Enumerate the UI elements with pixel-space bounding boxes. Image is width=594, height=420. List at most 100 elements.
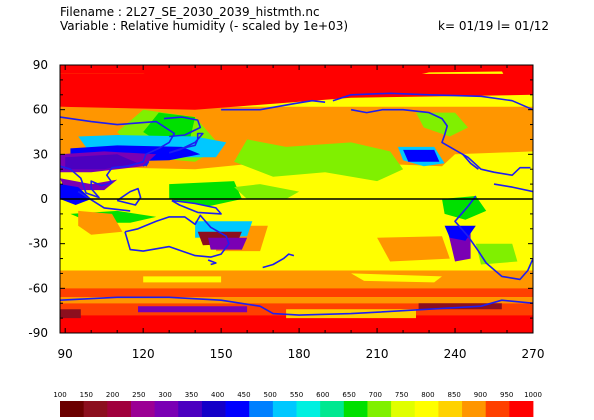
colorbar [60,401,534,417]
coastline-8 [462,153,479,170]
humidity-region-36 [60,315,533,333]
colorbar-swatch [320,401,345,417]
humidity-region-14 [403,149,440,162]
humidity-region-30 [60,270,533,289]
y-tick-label: 0 [40,192,48,206]
colorbar-label: 350 [185,391,198,399]
colorbar-swatch [296,401,321,417]
colorbar-swatch [485,401,510,417]
colorbar-swatch [225,401,250,417]
coastline-15 [116,187,142,206]
humidity-region-38 [60,309,81,319]
humidity-region-34 [60,297,533,304]
humidity-region-24 [208,237,248,250]
humidity-region-26 [475,243,518,265]
humidity-region-31 [143,276,222,283]
coastline-10 [454,195,533,281]
x-tick-label: 210 [366,347,389,361]
colorbar-swatch [367,401,392,417]
coastline-6 [332,92,533,111]
colorbar-label: 250 [132,391,145,399]
humidity-region-3 [60,73,533,110]
coastlines [60,92,533,316]
colorbar-swatch [343,401,368,417]
colorbar-swatch [391,401,416,417]
index-label: k= 01/19 l= 01/12 [438,19,549,33]
humidity-region-7 [234,139,404,182]
coastline-14 [77,190,131,212]
colorbar-label: 950 [500,391,513,399]
y-axis-labels: 90 60 30 0 -30 -60 -90 [28,58,48,340]
colorbar-label: 150 [80,391,93,399]
coastline-4 [142,161,150,167]
humidity-region-16 [60,184,92,205]
coastline-16 [171,199,222,215]
humidity-region-27 [377,236,450,262]
colorbar-swatch [83,401,108,417]
variable-label: Variable : Relative humidity (- scaled b… [60,19,349,33]
colorbar-label: 800 [421,391,434,399]
axis-ticks [60,64,534,334]
coastline-13 [262,253,295,269]
x-tick-label: 270 [522,347,545,361]
humidity-region-32 [351,273,442,283]
y-tick-label: -90 [28,326,48,340]
colorbar-swatch [509,401,534,417]
humidity-region-8 [416,112,468,137]
colorbar-label: 600 [316,391,329,399]
colorbar-swatch [249,401,274,417]
x-axis-labels: 90 120 150 180 210 240 270 [58,347,545,361]
x-tick-label: 150 [210,347,233,361]
colorbar-swatch [438,401,463,417]
humidity-region-21 [78,210,123,235]
colorbar-label: 200 [106,391,119,399]
colorbar-label: 700 [369,391,382,399]
colorbar-swatch [130,401,155,417]
coastline-11 [124,214,230,258]
humidity-region-25 [442,196,487,220]
x-tick-label: 120 [132,347,155,361]
y-tick-label: 30 [33,147,48,161]
colorbar-label: 450 [237,391,250,399]
coastline-3 [168,132,204,154]
coastline-9 [493,183,533,193]
colorbar-swatch [462,401,487,417]
colorbar-label: 100 [53,391,66,399]
colorbar-label: 1000 [524,391,542,399]
humidity-region-18 [234,184,300,199]
humidity-region-39 [418,303,502,310]
colorbar-swatch [154,401,179,417]
colorbar-swatch [272,401,297,417]
coastline-17 [60,296,533,316]
y-tick-label: 60 [33,103,48,117]
colorbar-swatch [414,401,439,417]
coastline-2 [163,116,202,138]
x-tick-label: 240 [444,347,467,361]
y-tick-label: -60 [28,281,48,295]
coastline-12 [207,259,217,266]
coastline-7 [350,108,531,176]
x-tick-label: 90 [58,347,73,361]
x-tick-label: 180 [288,347,311,361]
y-tick-label: -30 [28,237,48,251]
humidity-region-37 [138,306,248,313]
colorbar-label: 650 [342,391,355,399]
coastline-5 [221,99,326,111]
y-tick-label: 90 [33,58,48,72]
coastline-1 [60,116,176,199]
colorbar-labels: 100 150 200 250 300 350 400 450 500 550 600 650 700 7… [53,391,542,399]
humidity-region-12 [65,154,138,170]
colorbar-label: 850 [448,391,461,399]
filename-label: Filename : 2L27_SE_2030_2039_histmth.nc [60,5,320,19]
colorbar-label: 550 [290,391,303,399]
humidity-region-33 [60,288,533,298]
colorbar-label: 300 [158,391,171,399]
humidity-region-17 [169,181,242,207]
humidity-region-29 [444,225,476,241]
colorbar-label: 900 [474,391,487,399]
colorbar-label: 750 [395,391,408,399]
colorbar-swatch [178,401,203,417]
humidity-region-4 [501,71,533,92]
colorbar-swatch [60,401,85,417]
